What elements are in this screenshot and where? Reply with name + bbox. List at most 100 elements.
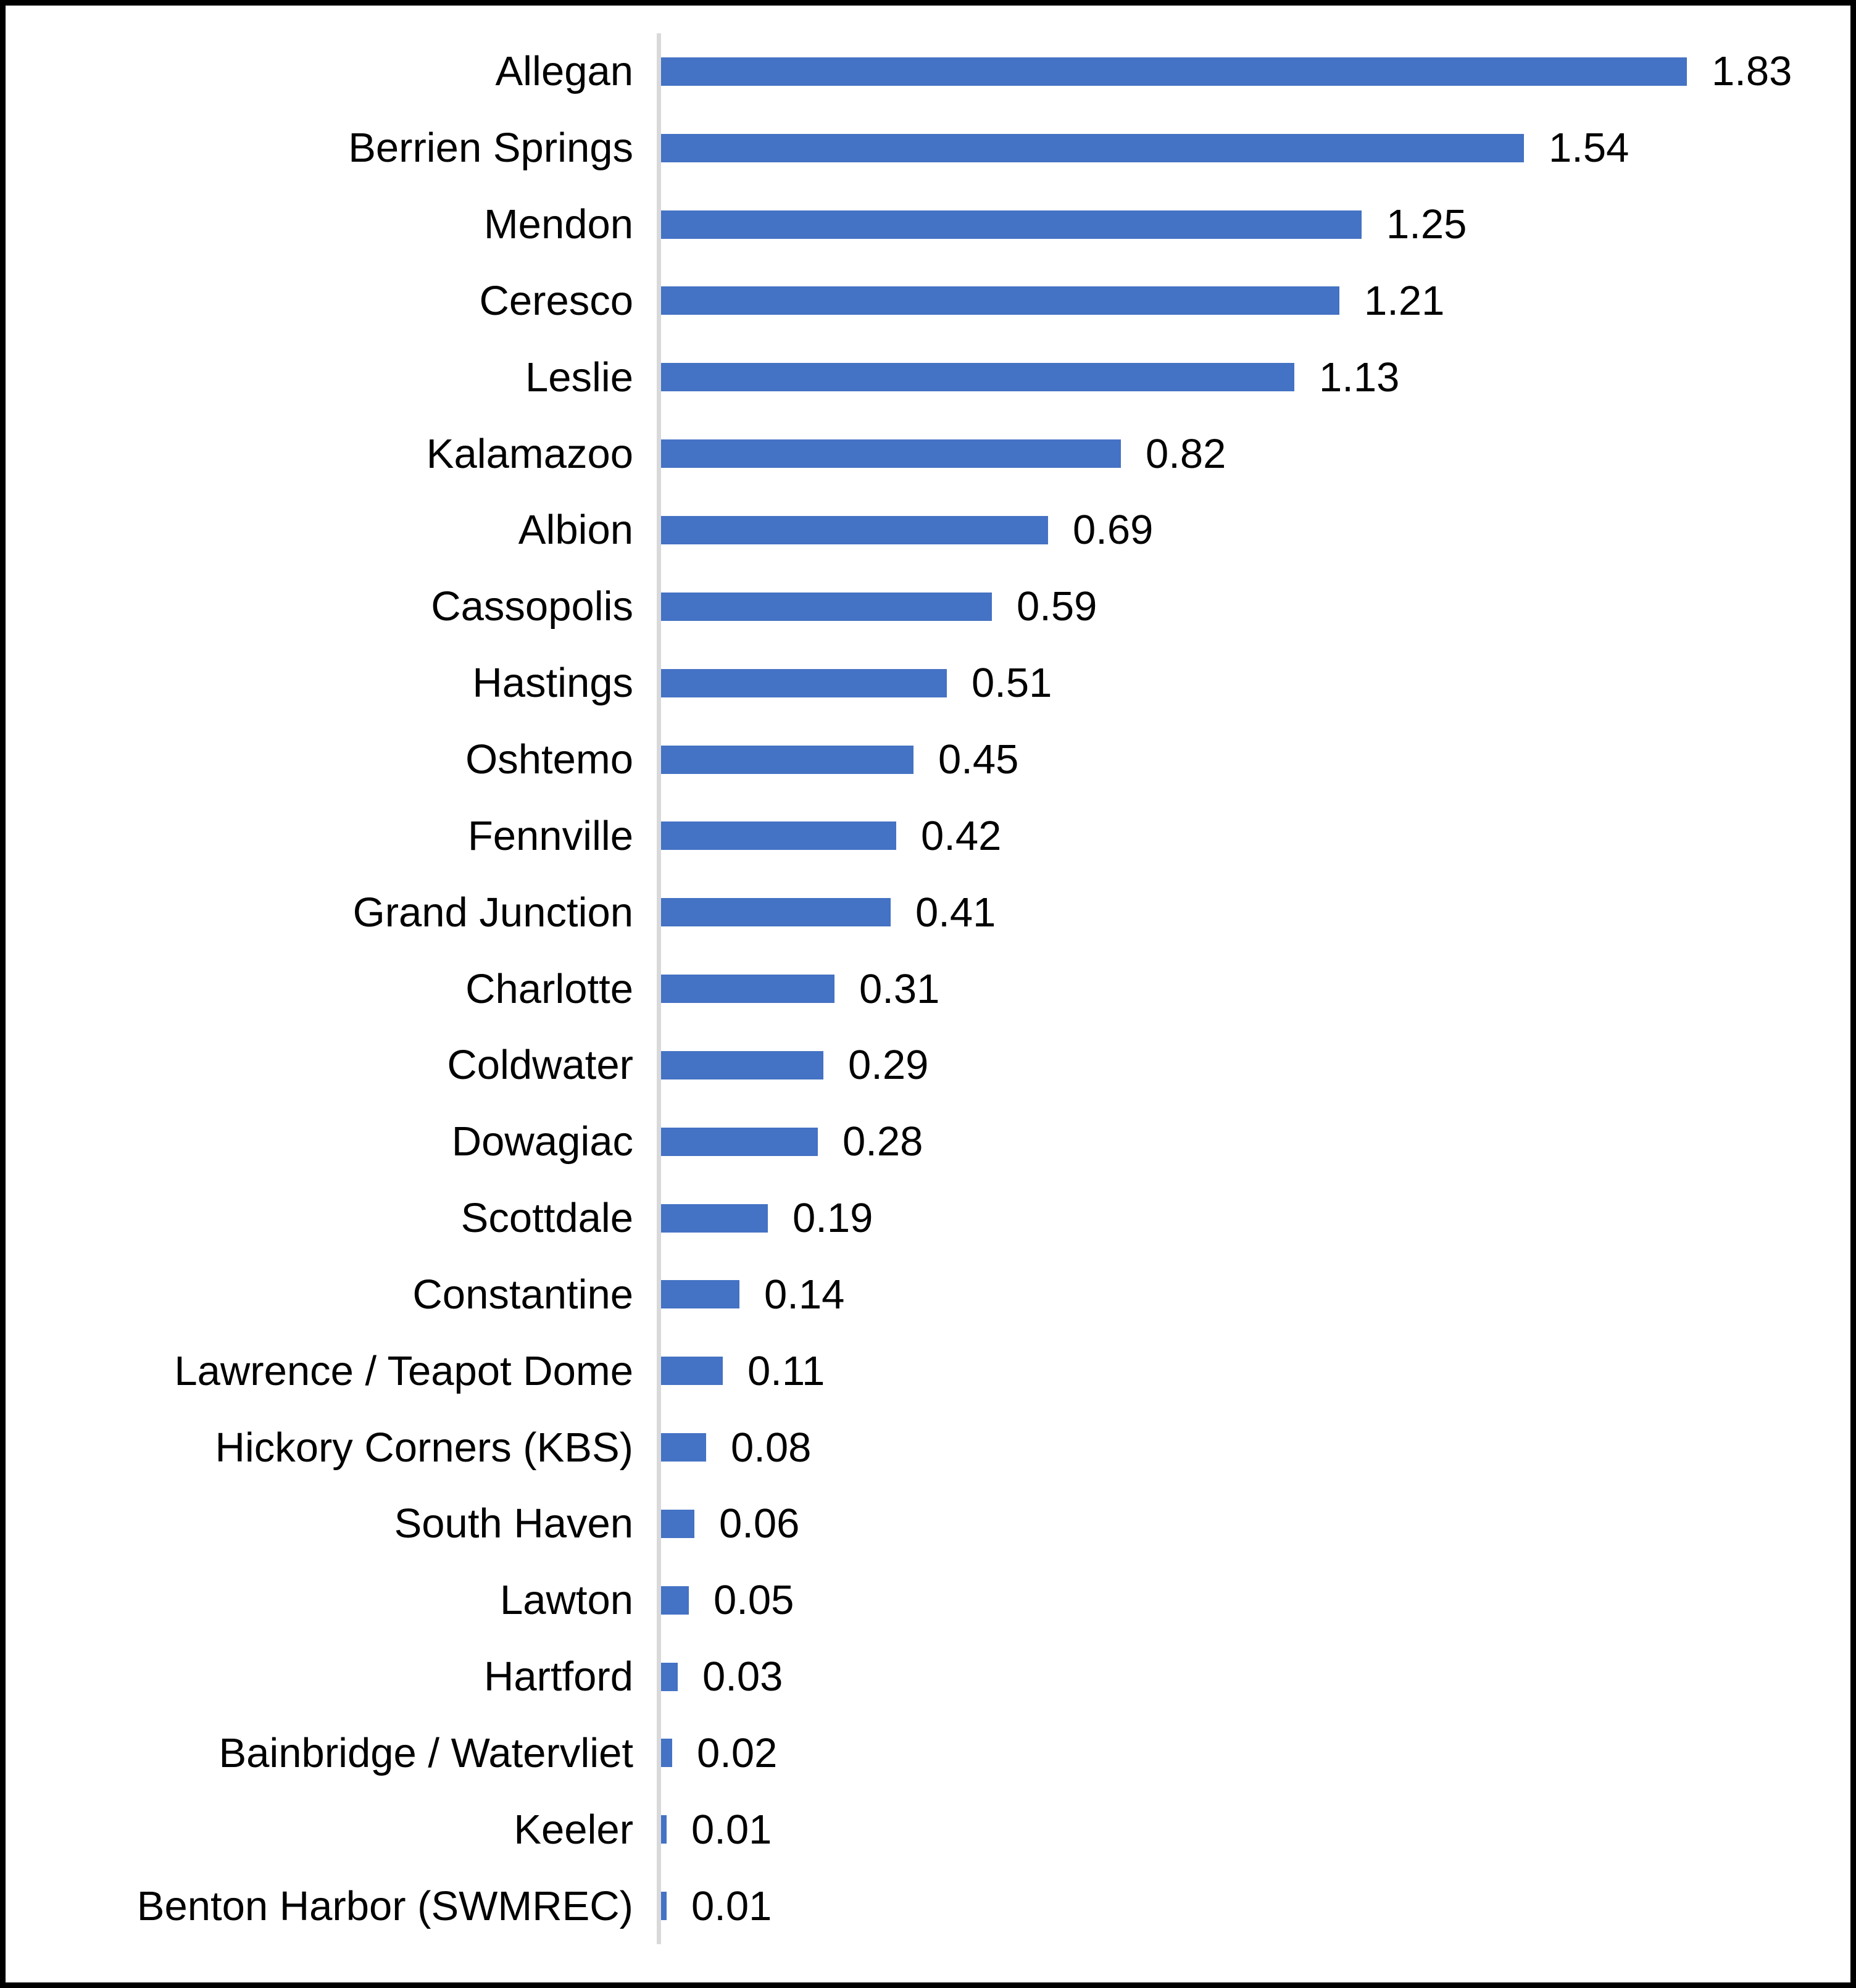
category-label: Oshtemo — [465, 736, 633, 783]
bar — [661, 1892, 667, 1921]
bar-area: 1.54 — [657, 110, 1850, 186]
bar-area: 1.21 — [657, 263, 1850, 339]
bar — [661, 1050, 823, 1079]
bar-chart: Allegan 1.83 Berrien Springs 1.54 Mendon… — [6, 6, 1850, 1982]
category-label: Hastings — [472, 660, 633, 707]
bar-area: 0.01 — [657, 1791, 1850, 1868]
bar — [661, 745, 913, 774]
bar-row: Scottdale 0.19 — [6, 1180, 1850, 1257]
value-label: 0.05 — [714, 1577, 794, 1624]
bar — [661, 57, 1687, 86]
bar-row: Lawton 0.05 — [6, 1562, 1850, 1639]
bar-area: 0.08 — [657, 1409, 1850, 1486]
value-label: 0.51 — [972, 660, 1052, 707]
bar — [661, 592, 992, 621]
bar — [661, 133, 1524, 162]
bar-row: Kalamazoo 0.82 — [6, 415, 1850, 492]
value-label: 0.28 — [843, 1118, 923, 1165]
bar — [661, 286, 1339, 315]
bar-row: Constantine 0.14 — [6, 1257, 1850, 1333]
bar-row: Keeler 0.01 — [6, 1791, 1850, 1868]
bar-row: Charlotte 0.31 — [6, 950, 1850, 1027]
bar-row: Allegan 1.83 — [6, 33, 1850, 110]
value-label: 0.01 — [691, 1806, 772, 1853]
bar-area: 0.31 — [657, 950, 1850, 1027]
category-label: South Haven — [394, 1500, 633, 1547]
category-label: Allegan — [495, 48, 633, 95]
value-label: 0.41 — [915, 889, 996, 936]
category-label: Charlotte — [465, 965, 633, 1012]
bar-area: 1.83 — [657, 33, 1850, 110]
bar-row: Leslie 1.13 — [6, 339, 1850, 415]
bar — [661, 439, 1121, 468]
value-label: 0.42 — [921, 812, 1002, 859]
value-label: 0.11 — [747, 1347, 825, 1394]
category-label: Keeler — [514, 1806, 633, 1853]
bar-row: Hartford 0.03 — [6, 1639, 1850, 1715]
bar — [661, 1815, 667, 1844]
bar-row: Ceresco 1.21 — [6, 263, 1850, 339]
bar-area: 0.59 — [657, 568, 1850, 645]
bar-row: Hickory Corners (KBS) 0.08 — [6, 1409, 1850, 1486]
bar — [661, 1509, 694, 1538]
value-label: 0.29 — [848, 1042, 929, 1089]
category-label: Lawrence / Teapot Dome — [174, 1347, 633, 1394]
bar — [661, 1127, 818, 1156]
bar-row: Benton Harbor (SWMREC) 0.01 — [6, 1868, 1850, 1944]
value-label: 0.69 — [1073, 507, 1154, 554]
category-label: Albion — [518, 507, 633, 554]
category-label: Bainbridge / Watervliet — [218, 1729, 633, 1776]
bar-area: 1.13 — [657, 339, 1850, 415]
bar-area: 0.01 — [657, 1868, 1850, 1944]
bar — [661, 975, 834, 1004]
bar-row: South Haven 0.06 — [6, 1486, 1850, 1562]
value-label: 0.59 — [1017, 583, 1097, 630]
bar — [661, 1586, 689, 1615]
category-label: Cassopolis — [431, 583, 633, 630]
bar-area: 0.19 — [657, 1180, 1850, 1257]
value-label: 0.02 — [697, 1729, 778, 1776]
bar — [661, 1357, 723, 1386]
category-label: Scottdale — [460, 1195, 633, 1242]
value-label: 0.08 — [731, 1424, 812, 1471]
category-label: Coldwater — [447, 1042, 633, 1089]
bar — [661, 515, 1048, 544]
bar-area: 0.69 — [657, 492, 1850, 568]
bar-area: 0.45 — [657, 722, 1850, 798]
category-label: Leslie — [525, 354, 633, 401]
bar-area: 0.82 — [657, 415, 1850, 492]
value-label: 0.03 — [702, 1653, 783, 1700]
bar-row: Berrien Springs 1.54 — [6, 110, 1850, 186]
bar — [661, 821, 896, 851]
category-label: Hickory Corners (KBS) — [215, 1424, 633, 1471]
bar — [661, 1739, 672, 1768]
category-label: Kalamazoo — [426, 430, 633, 477]
bar-area: 0.03 — [657, 1639, 1850, 1715]
bar-area: 0.06 — [657, 1486, 1850, 1562]
bar — [661, 1280, 739, 1309]
y-axis-line — [657, 33, 661, 1944]
bar-row: Coldwater 0.29 — [6, 1027, 1850, 1104]
bar — [661, 1204, 768, 1233]
bar-row: Cassopolis 0.59 — [6, 568, 1850, 645]
value-label: 1.21 — [1364, 277, 1445, 324]
value-label: 1.54 — [1549, 125, 1629, 172]
value-label: 1.13 — [1319, 354, 1400, 401]
bar — [661, 898, 891, 927]
bar-area: 0.42 — [657, 797, 1850, 874]
bar-row: Grand Junction 0.41 — [6, 874, 1850, 950]
bar-row: Hastings 0.51 — [6, 645, 1850, 722]
bar-area: 0.41 — [657, 874, 1850, 950]
bar-area: 1.25 — [657, 186, 1850, 263]
bar-area: 0.05 — [657, 1562, 1850, 1639]
bar-row: Lawrence / Teapot Dome 0.11 — [6, 1333, 1850, 1409]
bar-row: Mendon 1.25 — [6, 186, 1850, 263]
value-label: 0.82 — [1146, 430, 1226, 477]
value-label: 0.06 — [719, 1500, 800, 1547]
bar — [661, 1433, 706, 1462]
bar-area: 0.14 — [657, 1257, 1850, 1333]
bar-area: 0.29 — [657, 1027, 1850, 1104]
bar-row: Bainbridge / Watervliet 0.02 — [6, 1715, 1850, 1792]
value-label: 0.19 — [793, 1195, 873, 1242]
category-label: Constantine — [412, 1271, 633, 1318]
